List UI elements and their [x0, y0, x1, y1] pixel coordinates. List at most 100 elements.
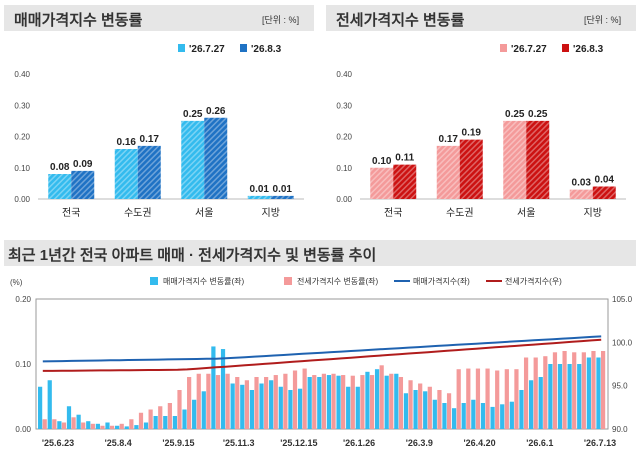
- trend-bar: [52, 419, 57, 429]
- jeonse-legend-label: '26.7.27: [511, 44, 547, 55]
- trend-legend-swatch: [284, 277, 292, 285]
- trend-bar: [71, 417, 76, 429]
- trend-left-tick-label: 0.10: [15, 360, 31, 369]
- sale-change-title: 매매가격지수 변동률: [14, 12, 143, 29]
- trend-bar: [389, 373, 394, 429]
- trend-bar: [215, 375, 221, 429]
- trend-bar: [196, 373, 201, 429]
- sale-bar-value-label: 0.01: [273, 184, 293, 195]
- trend-bar: [446, 393, 452, 429]
- trend-bar: [408, 380, 413, 429]
- trend-bar: [95, 423, 100, 429]
- trend-bar: [379, 365, 384, 429]
- trend-bar: [307, 377, 312, 429]
- trend-bar: [273, 375, 278, 429]
- trend-bar: [110, 425, 115, 429]
- jeonse-category-label: 수도권: [446, 207, 474, 219]
- trend-bar: [182, 409, 187, 429]
- trend-bar: [138, 412, 144, 429]
- trend-bar: [143, 422, 149, 429]
- sale-bar-value-label: 0.09: [73, 159, 93, 170]
- trend-bar: [264, 377, 269, 429]
- jeonse-bar: [592, 186, 616, 199]
- trend-bar: [211, 346, 216, 429]
- sale-bar: [204, 117, 228, 199]
- sale-ytick-label: 0.00: [14, 195, 30, 204]
- trend-bar: [129, 419, 134, 429]
- trend-bar: [283, 373, 288, 429]
- trend-bar: [42, 419, 47, 429]
- trend-x-tick-label: '25.8.4: [105, 438, 132, 448]
- trend-bar: [523, 357, 529, 429]
- trend-legend-label: 매매가격지수 변동률(좌): [163, 276, 244, 286]
- trend-bar: [201, 391, 206, 429]
- trend-x-tick-label: '25.11.3: [223, 438, 255, 448]
- jeonse-bar: [503, 120, 527, 199]
- trend-bar: [249, 390, 255, 429]
- trend-bar: [134, 425, 139, 429]
- trend-bar: [321, 373, 327, 429]
- trend-x-tick-label: '26.4.20: [463, 438, 495, 448]
- trend-x-tick-label: '25.9.15: [162, 438, 194, 448]
- trend-bar: [355, 386, 360, 429]
- trend-bar: [451, 408, 457, 429]
- trend-legend-swatch: [150, 277, 158, 285]
- trend-bar: [509, 401, 514, 429]
- trend-bar: [413, 390, 418, 429]
- trend-bar: [456, 369, 461, 429]
- trend-panel: 최근 1년간 전국 아파트 매매 · 전세가격지수 및 변동률 추이 0.00 0…: [0, 238, 640, 452]
- sale-ytick-label: 0.40: [14, 70, 30, 79]
- sale-bar-value-label: 0.16: [117, 137, 137, 148]
- trend-bar: [504, 369, 509, 429]
- sale-change-panel: 매매가격지수 변동률 [단위 : %] 0.00 0.10 0.20 0.30 0.40…: [0, 0, 316, 232]
- jeonse-category-label: 전국: [384, 207, 402, 219]
- trend-bar: [369, 375, 375, 429]
- trend-bar: [350, 375, 355, 429]
- trend-bar: [163, 416, 168, 429]
- trend-bar: [187, 377, 192, 429]
- jeonse-bar: [569, 189, 593, 199]
- trend-left-axis-label: (%): [10, 278, 23, 287]
- trend-bar: [398, 377, 404, 429]
- trend-bar: [461, 403, 466, 429]
- trend-bar: [288, 390, 293, 429]
- jeonse-change-panel: 전세가격지수 변동률 [단위 : %] 0.00 0.10 0.20 0.30 0.40…: [322, 0, 638, 232]
- trend-bar: [254, 377, 259, 429]
- trend-bar: [47, 380, 52, 429]
- trend-bar: [581, 352, 586, 429]
- trend-bar: [66, 406, 72, 429]
- trend-right-tick-label: 90.0: [612, 425, 628, 434]
- trend-bar: [442, 403, 447, 429]
- trend-bar: [437, 390, 442, 429]
- jeonse-change-title: 전세가격지수 변동률: [336, 12, 465, 29]
- trend-x-tick-label: '26.3.9: [406, 438, 433, 448]
- jeonse-ytick-label: 0.00: [336, 195, 352, 204]
- trend-bar: [225, 373, 230, 429]
- trend-legend-label: 매매가격지수(좌): [413, 276, 470, 286]
- sale-bar-value-label: 0.17: [140, 134, 160, 145]
- sale-category-label: 수도권: [124, 207, 152, 219]
- trend-right-tick-label: 100.0: [612, 338, 633, 347]
- trend-bar: [235, 377, 240, 429]
- trend-bar: [480, 403, 486, 429]
- trend-header: [4, 240, 636, 266]
- jeonse-ytick-label: 0.40: [336, 70, 352, 79]
- trend-bar: [365, 371, 370, 429]
- sale-bar: [247, 195, 271, 199]
- trend-bar: [572, 352, 577, 429]
- jeonse-category-label: 지방: [584, 207, 602, 219]
- trend-bar: [519, 390, 524, 429]
- trend-bar: [302, 368, 307, 429]
- sale-bar: [270, 195, 294, 199]
- trend-bar: [167, 403, 172, 429]
- sale-legend-label: '26.8.3: [251, 44, 282, 55]
- jeonse-change-unit: [단위 : %]: [584, 15, 622, 25]
- trend-bar: [543, 356, 548, 429]
- trend-bar: [557, 364, 563, 429]
- jeonse-bar-value-label: 0.04: [595, 175, 615, 186]
- trend-bar: [292, 370, 298, 429]
- jeonse-ytick-label: 0.10: [336, 164, 352, 173]
- jeonse-category-label: 서울: [517, 207, 535, 219]
- trend-bar: [562, 351, 567, 429]
- trend-bar: [57, 421, 62, 429]
